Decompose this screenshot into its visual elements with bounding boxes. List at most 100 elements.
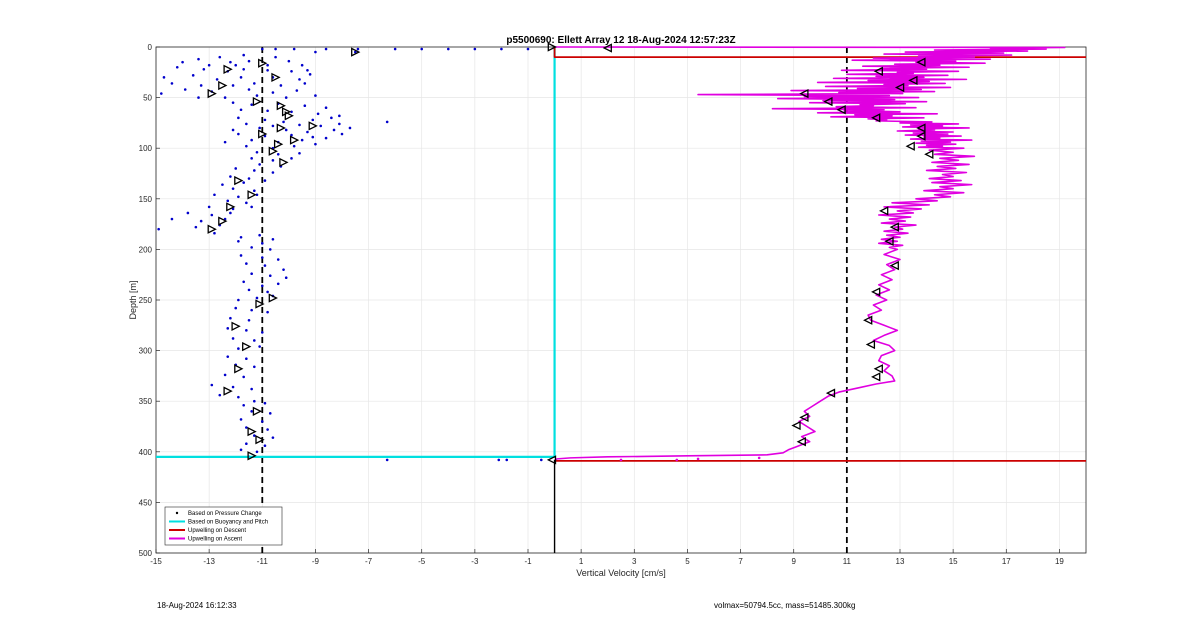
data-point (245, 144, 248, 148)
descent-marker (289, 135, 300, 145)
data-point (353, 50, 357, 54)
data-point (239, 76, 243, 79)
legend-label: Upwelling on Descent (188, 528, 246, 534)
data-point (245, 329, 248, 332)
x-tick-label: -11 (257, 557, 269, 566)
data-point (242, 67, 245, 71)
data-point (237, 195, 240, 199)
data-point (274, 47, 277, 51)
data-point (284, 128, 288, 132)
descent-marker (242, 341, 252, 352)
descent-marker (258, 129, 268, 139)
data-point (340, 132, 344, 136)
legend: Based on Pressure Change Based on Buoyanc… (164, 506, 283, 546)
data-point (276, 282, 280, 286)
descent-marker (207, 224, 217, 234)
data-point (250, 157, 253, 160)
legend-label: Based on Buoyancy and Pitch (188, 520, 268, 526)
data-point (292, 144, 296, 148)
data-point (162, 76, 166, 79)
descent-marker (252, 406, 263, 416)
data-point (306, 130, 309, 134)
data-point (338, 122, 341, 126)
data-point (223, 96, 227, 99)
data-point (300, 63, 304, 67)
data-point (245, 442, 248, 446)
data-point (385, 458, 389, 462)
data-point (229, 175, 232, 178)
data-point (271, 436, 275, 439)
data-point (157, 227, 160, 231)
data-point (175, 65, 179, 69)
grid-lines (155, 46, 1086, 554)
data-point (218, 55, 222, 59)
data-point (497, 458, 501, 462)
y-tick-label: 450 (139, 498, 153, 507)
x-tick-label: 15 (949, 557, 958, 566)
data-point (242, 53, 245, 57)
data-point (191, 74, 195, 77)
data-point (348, 126, 352, 130)
data-point (247, 288, 251, 292)
ascent-marker (823, 96, 833, 107)
footer-info: volmax=50794.5cc, mass=51485.300kg (714, 601, 856, 610)
data-point (263, 444, 267, 448)
descent-marker (207, 88, 217, 99)
x-tick-label: -5 (418, 557, 426, 566)
y-tick-label: 100 (139, 144, 153, 153)
data-point (253, 169, 256, 172)
data-point (242, 375, 245, 379)
marker-layer (207, 42, 934, 465)
data-point (160, 92, 163, 95)
descent-marker (255, 435, 265, 445)
data-point (170, 82, 174, 85)
data-point (311, 135, 315, 139)
data-point (253, 339, 256, 342)
data-point (255, 296, 259, 300)
descent-marker (223, 64, 233, 74)
data-point (245, 357, 248, 360)
data-point (245, 262, 248, 265)
data-point (226, 355, 230, 358)
y-tick-label: 200 (139, 245, 153, 254)
data-point (229, 60, 232, 64)
data-point (210, 213, 214, 217)
ascent-marker (873, 364, 883, 374)
data-point (237, 347, 240, 350)
data-point (319, 124, 323, 128)
data-point (250, 308, 253, 312)
data-point (250, 410, 253, 413)
data-point (234, 167, 238, 170)
data-point (314, 94, 317, 97)
y-tick-label: 250 (139, 296, 153, 305)
x-tick-label: 7 (738, 557, 743, 566)
data-point (197, 96, 200, 99)
footer-timestamp: 18-Aug-2024 16:12:33 (157, 601, 237, 610)
ascent-marker (865, 339, 876, 350)
data-point (207, 205, 211, 209)
ascent-marker (871, 287, 881, 297)
ascent-marker (836, 105, 846, 115)
data-point (473, 47, 477, 51)
ascent-marker (799, 88, 809, 99)
descent-marker (247, 426, 257, 437)
data-point (181, 60, 184, 64)
ascent-marker (546, 455, 557, 465)
data-point (242, 280, 245, 284)
x-tick-label: 13 (896, 557, 905, 566)
data-point (207, 63, 211, 67)
data-point (298, 78, 301, 81)
data-point (324, 136, 328, 140)
data-point (237, 395, 240, 399)
data-point (260, 284, 264, 288)
data-point (420, 47, 424, 51)
descent-marker (351, 47, 361, 57)
data-point (237, 132, 240, 136)
data-point (223, 373, 227, 377)
data-point (338, 114, 341, 118)
ascent-marker (908, 75, 918, 86)
y-tick-label: 300 (139, 347, 153, 356)
data-point (446, 47, 450, 51)
data-point (303, 104, 307, 107)
data-point (290, 133, 293, 137)
